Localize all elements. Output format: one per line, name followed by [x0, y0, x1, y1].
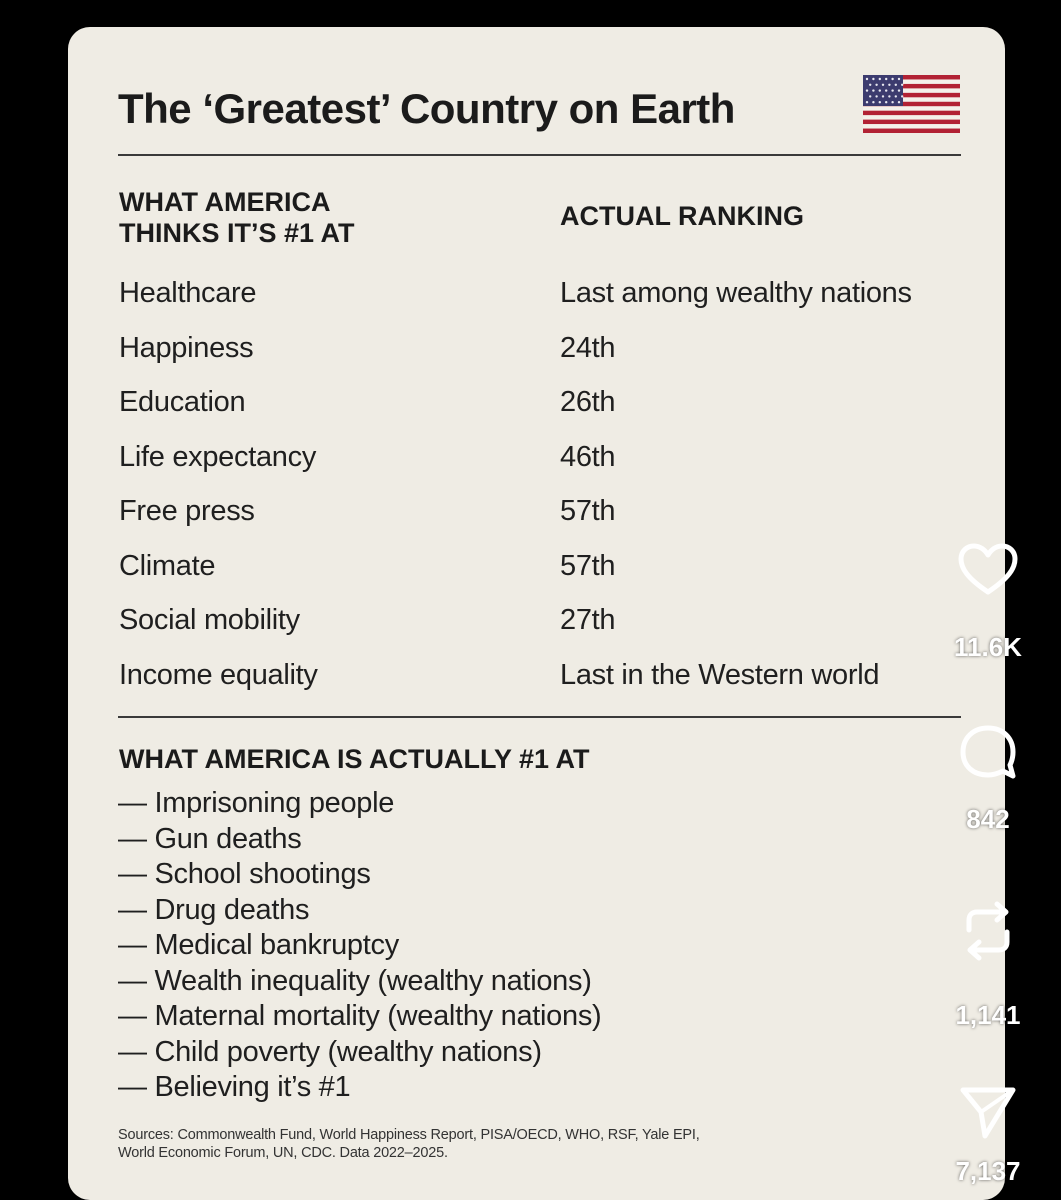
- column-header-line: WHAT AMERICA: [119, 187, 331, 217]
- table-row: Income equality Last in the Western world: [68, 659, 1005, 699]
- send-icon: [960, 1087, 1016, 1139]
- row-ranking: 46th: [560, 440, 616, 473]
- list-item: — Imprisoning people: [118, 787, 395, 819]
- share-count: 7,137: [955, 1156, 1021, 1186]
- row-category: Happiness: [119, 331, 254, 364]
- table-row: Happiness 24th: [68, 332, 1005, 372]
- repost-icon: [966, 901, 1010, 961]
- post-image-card: The ‘Greatest’ Country on Earth WHAT AME…: [68, 27, 1005, 1200]
- comment-button[interactable]: 842: [933, 722, 1043, 835]
- row-category: Income equality: [119, 658, 318, 691]
- list-item: — Believing it’s #1: [118, 1071, 351, 1103]
- column-header-ranking: ACTUAL RANKING: [560, 201, 804, 231]
- table-row: Life expectancy 46th: [68, 441, 1005, 481]
- table-row: Education 26th: [68, 386, 1005, 426]
- heart-icon: [958, 543, 1018, 595]
- repost-button[interactable]: 1,141: [933, 900, 1043, 1031]
- row-category: Life expectancy: [119, 440, 317, 473]
- row-ranking: Last in the Western world: [560, 658, 880, 691]
- comment-count: 842: [966, 804, 1010, 834]
- row-ranking: Last among wealthy nations: [560, 277, 912, 309]
- like-count: 11.6K: [954, 632, 1022, 662]
- row-ranking: 27th: [560, 604, 616, 636]
- list-item: — School shootings: [118, 858, 371, 890]
- table-row: Free press 57th: [68, 495, 1005, 535]
- sources-line: Sources: Commonwealth Fund, World Happin…: [118, 1127, 700, 1143]
- table-row: Climate 57th: [68, 550, 1005, 590]
- list-item: — Medical bankruptcy: [118, 929, 399, 961]
- list-item: — Maternal mortality (wealthy nations): [118, 1000, 602, 1032]
- comment-icon: [960, 725, 1016, 779]
- list-item: — Drug deaths: [118, 893, 310, 926]
- row-ranking: 57th: [560, 549, 616, 582]
- row-category: Climate: [119, 549, 216, 582]
- title-divider: [118, 154, 961, 156]
- row-category: Education: [119, 386, 246, 418]
- us-flag-icon: [863, 75, 960, 133]
- actually-first-header: WHAT AMERICA IS ACTUALLY #1 AT: [119, 744, 590, 774]
- row-category: Social mobility: [119, 604, 300, 636]
- row-ranking: 24th: [560, 331, 616, 364]
- column-header-line: THINKS IT’S #1 AT: [119, 218, 355, 248]
- infographic-title: The ‘Greatest’ Country on Earth: [118, 85, 735, 132]
- section-divider: [118, 716, 961, 718]
- sources-note: Sources: Commonwealth Fund, World Happin…: [118, 1126, 918, 1162]
- row-ranking: 57th: [560, 495, 616, 527]
- share-button[interactable]: 7,137: [933, 1082, 1043, 1187]
- repost-count: 1,141: [955, 1000, 1021, 1030]
- row-category: Free press: [119, 495, 255, 527]
- sources-line: World Economic Forum, UN, CDC. Data 2022…: [118, 1145, 448, 1161]
- column-header-thinks: WHAT AMERICA THINKS IT’S #1 AT: [119, 187, 355, 249]
- like-button[interactable]: 11.6K: [933, 542, 1043, 663]
- table-row: Social mobility 27th: [68, 604, 1005, 644]
- row-ranking: 26th: [560, 386, 616, 418]
- list-item: — Wealth inequality (wealthy nations): [118, 964, 592, 997]
- table-row: Healthcare Last among wealthy nations: [68, 277, 1005, 317]
- row-category: Healthcare: [119, 277, 257, 309]
- list-item: — Child poverty (wealthy nations): [118, 1035, 542, 1068]
- list-item: — Gun deaths: [118, 822, 302, 855]
